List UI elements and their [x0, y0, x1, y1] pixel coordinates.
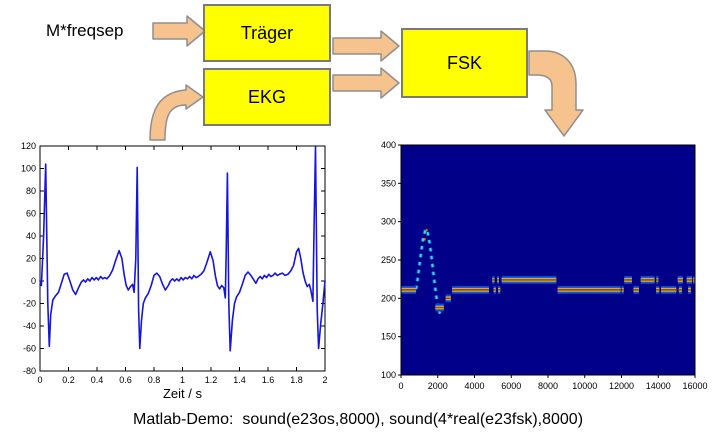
svg-text:4000: 4000	[464, 381, 484, 391]
svg-text:14000: 14000	[646, 381, 671, 391]
svg-text:0.4: 0.4	[91, 375, 104, 385]
svg-text:150: 150	[381, 332, 396, 342]
svg-text:200: 200	[381, 293, 396, 303]
svg-text:400: 400	[381, 140, 396, 150]
svg-text:2000: 2000	[428, 381, 448, 391]
ekg-block: EKG	[203, 68, 331, 126]
ekg-time-plot: 0 0.2 0.4 0.6 0.8 1 1.2 1.4 1.6 1.8 2 -80 -60 -40 -20 0…	[21, 141, 328, 401]
arrow-fsk-output-down	[528, 50, 584, 137]
svg-text:12000: 12000	[609, 381, 634, 391]
svg-text:-40: -40	[23, 321, 36, 331]
svg-text:1.6: 1.6	[262, 375, 275, 385]
svg-text:6000: 6000	[501, 381, 521, 391]
svg-text:10000: 10000	[572, 381, 597, 391]
svg-text:1.4: 1.4	[233, 375, 246, 385]
svg-text:-60: -60	[23, 344, 36, 354]
svg-text:100: 100	[381, 370, 396, 380]
svg-text:0: 0	[31, 276, 36, 286]
svg-text:1.8: 1.8	[290, 375, 303, 385]
svg-text:40: 40	[26, 231, 36, 241]
matlab-demo-caption: Matlab-Demo: sound(e23os,8000), sound(4*…	[132, 411, 584, 428]
svg-text:2: 2	[322, 375, 327, 385]
svg-text:Zeit / s: Zeit / s	[163, 386, 203, 401]
svg-text:8000: 8000	[538, 381, 558, 391]
svg-text:1: 1	[180, 375, 185, 385]
svg-text:0.8: 0.8	[148, 375, 161, 385]
fsk-block: FSK	[401, 28, 528, 98]
svg-text:300: 300	[381, 217, 396, 227]
svg-text:0: 0	[398, 381, 403, 391]
svg-text:0.2: 0.2	[62, 375, 75, 385]
arrow-ekg-to-fsk	[332, 67, 400, 99]
svg-text:0: 0	[37, 375, 42, 385]
fsk-frequency-plot: 0 2000 4000 6000 8000 10000 12000 14000 16000 100…	[381, 140, 708, 391]
svg-text:0.6: 0.6	[119, 375, 132, 385]
svg-text:16000: 16000	[682, 381, 707, 391]
svg-text:120: 120	[21, 141, 36, 151]
traeger-block: Träger	[203, 4, 331, 62]
svg-text:100: 100	[21, 164, 36, 174]
svg-text:60: 60	[26, 209, 36, 219]
svg-text:350: 350	[381, 178, 396, 188]
arrow-traeger-to-fsk	[332, 30, 400, 62]
svg-text:250: 250	[381, 255, 396, 265]
svg-text:80: 80	[26, 186, 36, 196]
block-diagram-arrows	[149, 15, 584, 141]
input-label-freqsep: M*freqsep	[46, 21, 124, 40]
svg-text:1.2: 1.2	[205, 375, 218, 385]
svg-text:-20: -20	[23, 299, 36, 309]
arrow-freqsep-to-traeger	[152, 15, 206, 47]
svg-text:-80: -80	[23, 366, 36, 376]
svg-text:20: 20	[26, 254, 36, 264]
